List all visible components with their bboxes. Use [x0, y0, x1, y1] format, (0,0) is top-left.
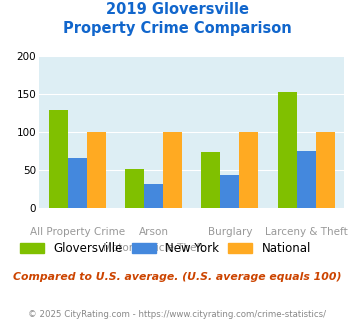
Bar	[201, 152, 220, 208]
Bar	[125, 169, 144, 208]
Bar	[68, 158, 87, 208]
Text: Property Crime Comparison: Property Crime Comparison	[63, 21, 292, 36]
Text: 2019 Gloversville: 2019 Gloversville	[106, 2, 249, 16]
Bar	[316, 132, 335, 208]
Bar	[49, 110, 68, 208]
Bar	[297, 151, 316, 208]
Text: Compared to U.S. average. (U.S. average equals 100): Compared to U.S. average. (U.S. average …	[13, 272, 342, 282]
Bar	[278, 92, 297, 208]
Bar	[163, 132, 182, 208]
Bar	[239, 132, 258, 208]
Bar	[144, 184, 163, 208]
Text: Motor Vehicle Theft: Motor Vehicle Theft	[103, 243, 204, 253]
Bar	[220, 175, 239, 208]
Text: All Property Crime: All Property Crime	[30, 227, 125, 237]
Legend: Gloversville, New York, National: Gloversville, New York, National	[20, 242, 311, 255]
Text: Larceny & Theft: Larceny & Theft	[265, 227, 348, 237]
Bar	[87, 132, 106, 208]
Text: Arson: Arson	[138, 227, 169, 237]
Text: Burglary: Burglary	[208, 227, 252, 237]
Text: © 2025 CityRating.com - https://www.cityrating.com/crime-statistics/: © 2025 CityRating.com - https://www.city…	[28, 310, 327, 319]
